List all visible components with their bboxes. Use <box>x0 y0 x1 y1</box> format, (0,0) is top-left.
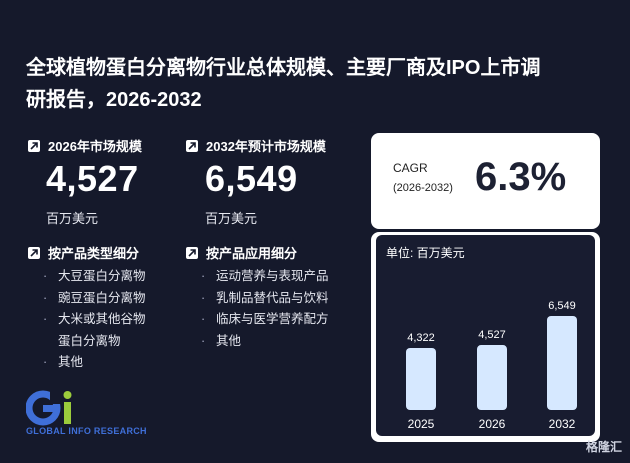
bar-chart: 4,322 2025 4,527 2026 6,549 2032 <box>406 300 577 431</box>
segment-type-header: 按产品类型细分 <box>28 243 139 262</box>
list-item: 蛋白分离物 <box>58 333 121 348</box>
bar-2032 <box>547 316 577 410</box>
market-2026-label: 2026年市场规模 <box>48 139 142 154</box>
chart-panel: 单位: 百万美元 4,322 2025 4,527 2026 6,549 2032 <box>376 235 595 436</box>
market-2026-unit: 百万美元 <box>46 211 99 226</box>
bar-value-label: 4,527 <box>478 329 506 341</box>
market-2026-header: 2026年市场规模 <box>28 136 142 155</box>
cagr-label: CAGR <box>393 161 428 175</box>
bar-2025 <box>406 347 436 410</box>
watermark-text: 格隆汇 <box>585 440 622 454</box>
arrow-up-right-icon <box>28 246 40 259</box>
chart-card: 单位: 百万美元 4,322 2025 4,527 2026 6,549 2032 <box>371 232 600 442</box>
market-2032-header: 2032年预计市场规模 <box>186 136 326 155</box>
global-info-research-logo: GLOBAL INFO RESEARCH <box>25 388 166 440</box>
cagr-card: CAGR (2026-2032) 6.3% <box>371 133 600 229</box>
bar-2026 <box>477 345 507 410</box>
list-item: · 豌豆蛋白分离物 <box>43 290 146 305</box>
list-item: · 其他 <box>201 333 242 348</box>
market-2032-label: 2032年预计市场规模 <box>206 139 326 154</box>
title-line-1: 全球植物蛋白分离物行业总体规模、主要厂商及IPO上市调 <box>26 57 541 79</box>
market-2032-value: 6,549 <box>205 158 298 199</box>
segment-app-header: 按产品应用细分 <box>186 243 297 262</box>
segment-app-heading: 按产品应用细分 <box>206 246 298 261</box>
arrow-up-right-icon <box>186 246 198 259</box>
list-item: · 临床与医学营养配方 <box>201 312 329 326</box>
list-item: · 乳制品替代品与饮料 <box>201 290 329 305</box>
arrow-up-right-icon <box>186 139 198 152</box>
cagr-period: (2026-2032) <box>393 182 453 194</box>
list-item: · 运动营养与表现产品 <box>201 269 329 283</box>
logo-text: GLOBAL INFO RESEARCH <box>26 426 147 436</box>
gi-logo-icon <box>25 390 72 426</box>
page-title: 全球植物蛋白分离物行业总体规模、主要厂商及IPO上市调 研报告，2026-203… <box>26 52 606 116</box>
category-label: 2026 <box>479 417 506 431</box>
bar-value-label: 4,322 <box>407 332 435 344</box>
market-2026-value: 4,527 <box>46 158 139 199</box>
segment-app-list: · 运动营养与表现产品 · 乳制品替代品与饮料 · 临床与医学营养配方 · 其他 <box>198 266 329 352</box>
category-label: 2032 <box>549 417 576 431</box>
segment-type-list: · 大豆蛋白分离物 · 豌豆蛋白分离物 · 大米或其他谷物 蛋白分离物 · 其他 <box>40 266 146 374</box>
cagr-value: 6.3% <box>475 155 567 199</box>
chart-unit-label: 单位: 百万美元 <box>386 246 465 260</box>
title-line-2: 研报告，2026-2032 <box>26 89 202 111</box>
category-label: 2025 <box>408 417 435 431</box>
bar-value-label: 6,549 <box>548 300 576 312</box>
list-item: · 大米或其他谷物 <box>43 312 146 326</box>
list-item: · 其他 <box>43 355 84 369</box>
market-2032-unit: 百万美元 <box>205 211 258 226</box>
list-item: · 大豆蛋白分离物 <box>43 269 146 283</box>
arrow-up-right-icon <box>28 139 40 152</box>
segment-type-heading: 按产品类型细分 <box>48 246 140 261</box>
